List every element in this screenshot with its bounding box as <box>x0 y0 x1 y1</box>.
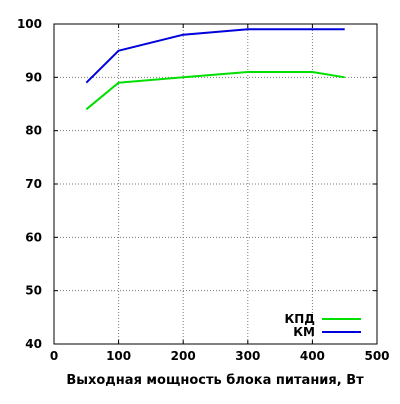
y-tick-label: 70 <box>25 177 42 191</box>
x-tick-label: 200 <box>171 349 196 363</box>
x-tick-label: 300 <box>235 349 260 363</box>
x-tick-label: 0 <box>50 349 58 363</box>
grid <box>54 24 377 344</box>
axis-ticks: 0 100 200 300 400 500 40 50 60 70 80 90 100 <box>17 17 390 363</box>
series-lines <box>85 28 345 111</box>
x-tick-label: 100 <box>106 349 131 363</box>
legend-label: КМ <box>293 325 315 339</box>
x-tick-label: 500 <box>364 349 389 363</box>
series-line-1 <box>85 71 345 111</box>
y-tick-label: 80 <box>25 124 42 138</box>
y-tick-label: 90 <box>25 70 42 84</box>
series-line-2 <box>85 28 345 84</box>
y-tick-label: 60 <box>25 230 42 244</box>
y-tick-label: 100 <box>17 17 42 31</box>
y-tick-label: 50 <box>25 284 42 298</box>
legend-label: КПД <box>284 312 315 326</box>
x-tick-label: 400 <box>300 349 325 363</box>
y-tick-label: 40 <box>25 337 42 351</box>
x-axis-title: Выходная мощность блока питания, Вт <box>66 373 364 388</box>
